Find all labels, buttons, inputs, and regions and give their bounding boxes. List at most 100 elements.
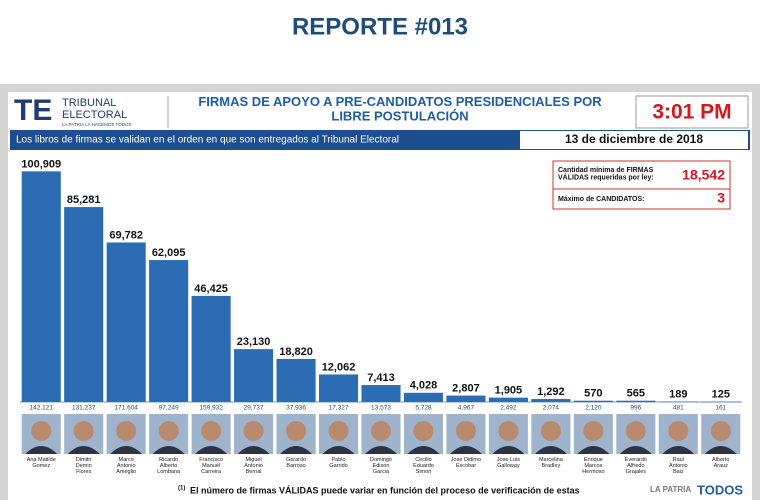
total-label: 4,967: [458, 405, 475, 412]
photo-face: [668, 421, 689, 441]
photo-body: [110, 446, 143, 454]
bar: [573, 400, 613, 402]
candidate-name: Cecilio Eduardo Simon: [413, 457, 434, 475]
value-label: 18,820: [279, 346, 313, 358]
photo-body: [365, 446, 397, 454]
bar: [191, 295, 231, 402]
bar: [149, 260, 189, 402]
candidate-name: Marco Antonio Ameglio: [116, 457, 136, 475]
value-label: 125: [712, 389, 730, 401]
candidate-name: Pablo Garrido: [329, 457, 347, 469]
bar: [276, 358, 316, 402]
photo-body: [280, 446, 313, 454]
candidate-name: Everardo Alfredo Grajales: [625, 457, 647, 475]
photo-body: [407, 446, 440, 454]
photo-body: [534, 446, 567, 454]
candidate-name: Jose Didimo Escobar: [451, 457, 481, 469]
photo-body: [704, 446, 737, 454]
logo-mark: TE: [14, 94, 52, 127]
bar: [403, 392, 444, 402]
bar: [701, 401, 741, 403]
total-label: 996: [630, 405, 641, 412]
brand-a: LA PATRIA: [650, 485, 691, 494]
photo-body: [449, 446, 482, 454]
photo-face: [625, 421, 646, 441]
value-label: 46,425: [194, 283, 228, 295]
value-label: 69,782: [109, 229, 143, 241]
value-label: 62,095: [152, 247, 186, 259]
candidate-name: Raul Antonio Baiz: [669, 457, 688, 475]
time: 3:01 PM: [652, 101, 731, 124]
bar: [21, 171, 61, 402]
photo-face: [413, 421, 434, 441]
photo-body: [152, 446, 185, 454]
photo-face: [540, 421, 561, 441]
photo-body: [195, 446, 228, 454]
photo-face: [31, 421, 52, 441]
bar: [488, 397, 528, 402]
photo-body: [322, 446, 355, 454]
candidate-name: Ana Matilde Gomez: [27, 457, 56, 469]
value-label: 85,281: [67, 194, 101, 206]
bar: [64, 207, 104, 402]
brand-b: TODOS: [697, 482, 743, 497]
photo-body: [662, 446, 695, 454]
bar: [446, 395, 486, 402]
total-label: 37,936: [286, 405, 306, 412]
bar: [658, 401, 698, 403]
photo-body: [492, 446, 525, 454]
value-label: 12,062: [322, 361, 356, 373]
candidate-name: Dimitri Demin Flores: [76, 457, 92, 475]
max-value: 3: [717, 190, 725, 206]
bar: [531, 399, 571, 402]
bar: [106, 242, 146, 402]
total-label: 2,492: [500, 405, 517, 412]
photo-face: [455, 421, 476, 441]
candidate-name: Jose Luis Galloway: [497, 457, 520, 469]
photo-face: [710, 421, 731, 441]
photo-face: [328, 421, 349, 441]
total-label: 2,120: [585, 405, 602, 412]
footnote-mark: (1): [178, 486, 185, 492]
bar: [361, 385, 401, 402]
subtitle: Los libros de firmas se validan en el or…: [16, 135, 399, 146]
time-box: [635, 95, 749, 129]
photo-face: [201, 421, 222, 441]
bar: [234, 349, 274, 402]
photo-face: [73, 421, 94, 441]
candidate-name: Enrique Marcos Hermoso: [582, 457, 604, 475]
min-value: 18,542: [682, 167, 725, 183]
photo-face: [286, 421, 307, 441]
value-label: 23,130: [237, 336, 271, 348]
photo-face: [498, 421, 519, 441]
candidate-name: Miguel Antonio Bernal: [244, 457, 263, 475]
logo-name: TRIBUNAL ELECTORAL: [62, 97, 127, 121]
photo-face: [243, 421, 264, 441]
bar: [318, 374, 359, 402]
total-label: 481: [673, 405, 684, 412]
photo-face: [158, 421, 179, 441]
min-label: Cantidad mínima de FIRMAS VÁLIDAS requeri…: [558, 167, 654, 182]
total-label: 159,932: [199, 405, 223, 412]
photo-face: [371, 421, 391, 441]
plot: 100,909 142,121 Ana Matilde Gomez 85,281 131,…: [20, 158, 742, 476]
info-box: [552, 160, 731, 210]
candidate-name: Ricardo Alberto Lombana: [157, 457, 181, 475]
value-label: 570: [584, 388, 602, 400]
value-label: 100,909: [21, 158, 61, 170]
total-label: 5,728: [415, 405, 432, 412]
total-label: 142,121: [29, 405, 53, 412]
photo-body: [25, 446, 58, 454]
value-label: 1,292: [537, 386, 565, 398]
value-label: 7,413: [367, 372, 395, 384]
date: 13 de diciembre de 2018: [565, 132, 703, 146]
page-title: REPORTE #013: [292, 13, 468, 40]
candidate-name: Domingo Edison Garcia: [370, 457, 392, 475]
photo-face: [583, 421, 604, 441]
total-label: 17,327: [329, 405, 349, 412]
photo-body: [619, 446, 652, 454]
total-label: 171,604: [114, 405, 138, 412]
candidate-name: Alberto Arauz: [712, 457, 729, 469]
